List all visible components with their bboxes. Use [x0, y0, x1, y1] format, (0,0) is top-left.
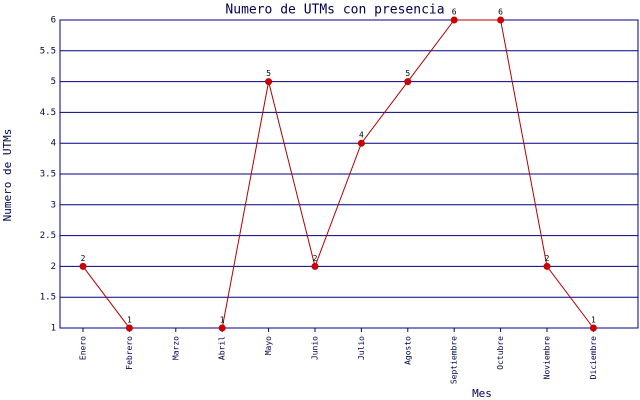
y-tick-label: 4	[51, 139, 56, 149]
point	[79, 262, 87, 270]
y-tick-label: 6	[51, 16, 56, 26]
y-tick-label: 3.5	[40, 170, 56, 180]
data-label: 4	[359, 131, 364, 140]
x-tick-label: Agosto	[403, 336, 412, 365]
data-label: 2	[81, 254, 86, 263]
data-label: 1	[127, 316, 132, 325]
point	[125, 324, 133, 332]
point	[589, 324, 597, 332]
x-tick-label: Enero	[79, 336, 88, 360]
x-tick-label: Noviembre	[543, 336, 552, 380]
x-tick-label: Mayo	[264, 336, 273, 355]
x-tick-label: Septiembre	[450, 336, 459, 384]
x-tick-label: Diciembre	[589, 336, 598, 380]
y-axis-label: Numero de UTMs	[1, 129, 14, 222]
point	[497, 16, 505, 24]
data-label: 2	[545, 254, 550, 263]
chart-title: Numero de UTMs con presencia	[225, 3, 444, 18]
point	[265, 78, 273, 86]
data-label: 1	[220, 316, 225, 325]
x-tick-label: Febrero	[125, 336, 134, 370]
y-tick-label: 2.5	[40, 231, 56, 241]
point	[450, 16, 458, 24]
x-tick-label: Abril	[218, 336, 227, 360]
data-label: 6	[452, 8, 457, 17]
data-label: 1	[591, 316, 596, 325]
point	[218, 324, 226, 332]
point	[404, 78, 412, 86]
x-tick-label: Marzo	[171, 336, 180, 360]
data-label: 6	[498, 8, 503, 17]
data-label: 2	[313, 254, 318, 263]
point	[311, 262, 319, 270]
y-tick-label: 1.5	[40, 293, 56, 303]
data-label: 5	[266, 69, 271, 78]
y-tick-label: 4.5	[40, 108, 56, 118]
y-tick-label: 2	[51, 262, 56, 272]
y-tick-label: 5	[51, 77, 56, 87]
y-tick-label: 3	[51, 200, 56, 210]
data-label: 5	[405, 69, 410, 78]
y-tick-label: 5.5	[40, 46, 56, 56]
point	[543, 262, 551, 270]
x-tick-label: Julio	[357, 336, 366, 360]
point	[357, 139, 365, 147]
x-tick-label: Octubre	[496, 336, 505, 370]
x-axis-label: Mes	[472, 387, 492, 400]
x-tick-label: Junio	[311, 336, 320, 360]
y-tick-label: 1	[51, 324, 56, 334]
